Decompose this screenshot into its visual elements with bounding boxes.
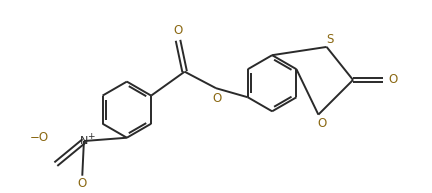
- Text: O: O: [173, 24, 183, 37]
- Text: N: N: [80, 136, 88, 146]
- Text: O: O: [78, 177, 87, 190]
- Text: O: O: [389, 73, 398, 86]
- Text: S: S: [326, 33, 334, 46]
- Text: O: O: [317, 117, 326, 130]
- Text: −O: −O: [30, 131, 49, 144]
- Text: O: O: [212, 92, 221, 105]
- Text: +: +: [87, 132, 95, 141]
